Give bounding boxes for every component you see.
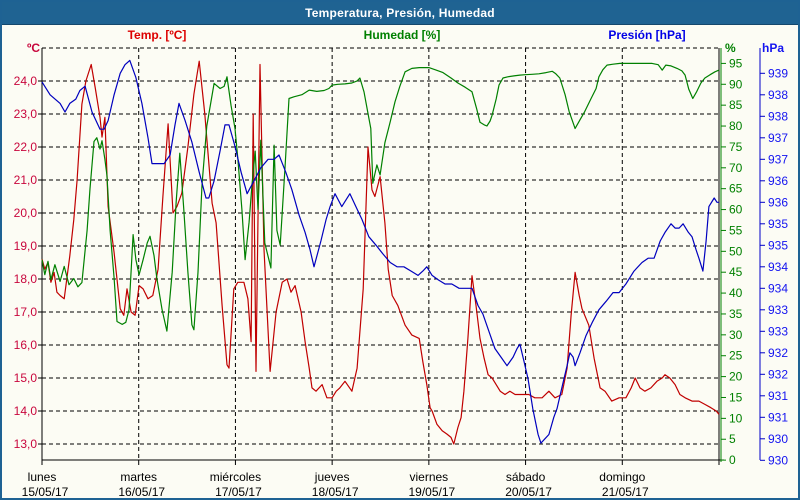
temperature-tick-label: 14,0: [14, 404, 38, 418]
humidity-tick-label: 90: [729, 77, 743, 91]
humidity-tick-label: 45: [729, 265, 743, 279]
pressure-tick-label: 935: [768, 217, 788, 231]
pressure-tick-label: 931: [768, 410, 788, 424]
humidity-tick-label: 70: [729, 161, 743, 175]
day-date-label: 15/05/17: [22, 485, 69, 499]
humidity-tick-label: 60: [729, 203, 743, 217]
pressure-tick-label: 931: [768, 389, 788, 403]
title-bar: Temperatura, Presión, Humedad: [2, 2, 798, 25]
humidity-tick-label: 75: [729, 140, 743, 154]
humidity-tick-label: 85: [729, 98, 743, 112]
humidity-tick-label: 15: [729, 390, 743, 404]
humidity-tick-label: 55: [729, 223, 743, 237]
day-name-label: martes: [120, 470, 157, 484]
humidity-unit-label: %: [725, 41, 736, 55]
day-name-label: lunes: [28, 470, 57, 484]
day-name-label: domingo: [599, 470, 645, 484]
temperature-series-line: [41, 60, 720, 445]
temperature-unit-label: ºC: [26, 41, 40, 55]
axes: [38, 48, 765, 465]
temperature-tick-label: 16,0: [14, 338, 38, 352]
day-date-label: 17/05/17: [215, 485, 262, 499]
temperature-tick-label: 17,0: [14, 305, 38, 319]
pressure-tick-label: 936: [768, 174, 788, 188]
temperature-tick-label: 22,0: [14, 140, 38, 154]
day-date-label: 19/05/17: [408, 485, 455, 499]
day-name-label: miércoles: [210, 470, 261, 484]
temperature-tick-label: 21,0: [14, 173, 38, 187]
humidity-tick-label: 25: [729, 349, 743, 363]
day-date-label: 20/05/17: [505, 485, 552, 499]
pressure-tick-label: 937: [768, 152, 788, 166]
series-lines: [41, 59, 720, 445]
humidity-tick-label: 0: [729, 453, 736, 467]
pressure-series-line: [41, 59, 719, 444]
pressure-axis-title: Presión [hPa]: [608, 28, 686, 42]
day-name-label: jueves: [314, 470, 350, 484]
temperature-tick-label: 13,0: [14, 437, 38, 451]
humidity-tick-label: 30: [729, 328, 743, 342]
humidity-series-line: [41, 62, 720, 332]
temperature-tick-label: 23,0: [14, 107, 38, 121]
temperature-tick-label: 24,0: [14, 74, 38, 88]
day-date-label: 18/05/17: [312, 485, 359, 499]
gridlines: [42, 47, 719, 460]
pressure-tick-label: 934: [768, 260, 788, 274]
pressure-tick-label: 932: [768, 346, 788, 360]
day-date-label: 21/05/17: [602, 485, 649, 499]
pressure-tick-label: 938: [768, 109, 788, 123]
humidity-tick-label: 5: [729, 432, 736, 446]
pressure-tick-label: 933: [768, 303, 788, 317]
pressure-tick-label: 930: [768, 432, 788, 446]
humidity-tick-label: 20: [729, 370, 743, 384]
pressure-tick-label: 932: [768, 367, 788, 381]
humidity-tick-label: 40: [729, 286, 743, 300]
humidity-tick-label: 95: [729, 56, 743, 70]
pressure-tick-label: 937: [768, 131, 788, 145]
window-title: Temperatura, Presión, Humedad: [305, 6, 495, 20]
temperature-tick-label: 18,0: [14, 272, 38, 286]
pressure-tick-label: 934: [768, 281, 788, 295]
temperature-tick-label: 19,0: [14, 239, 38, 253]
pressure-tick-label: 939: [768, 66, 788, 80]
pressure-tick-label: 930: [768, 453, 788, 467]
axis-tick-labels: 24,0 23,0 22,0 21,0 20,0 19,0 18,0 17,0 16,0 15,0…: [14, 56, 789, 499]
temperature-axis-title: Temp. [ºC]: [127, 28, 187, 42]
pressure-unit-label: hPa: [762, 41, 785, 55]
pressure-tick-label: 938: [768, 88, 788, 102]
pressure-tick-label: 933: [768, 324, 788, 338]
day-name-label: viernes: [410, 470, 449, 484]
humidity-tick-label: 80: [729, 119, 743, 133]
humidity-tick-label: 10: [729, 411, 743, 425]
day-name-label: sábado: [506, 470, 546, 484]
temperature-tick-label: 15,0: [14, 371, 38, 385]
temperature-tick-label: 20,0: [14, 206, 38, 220]
pressure-tick-label: 936: [768, 195, 788, 209]
humidity-tick-label: 35: [729, 307, 743, 321]
humidity-tick-label: 50: [729, 244, 743, 258]
day-date-label: 16/05/17: [118, 485, 165, 499]
pressure-tick-label: 935: [768, 238, 788, 252]
humidity-tick-label: 65: [729, 182, 743, 196]
humidity-axis-title: Humedad [%]: [363, 28, 441, 42]
